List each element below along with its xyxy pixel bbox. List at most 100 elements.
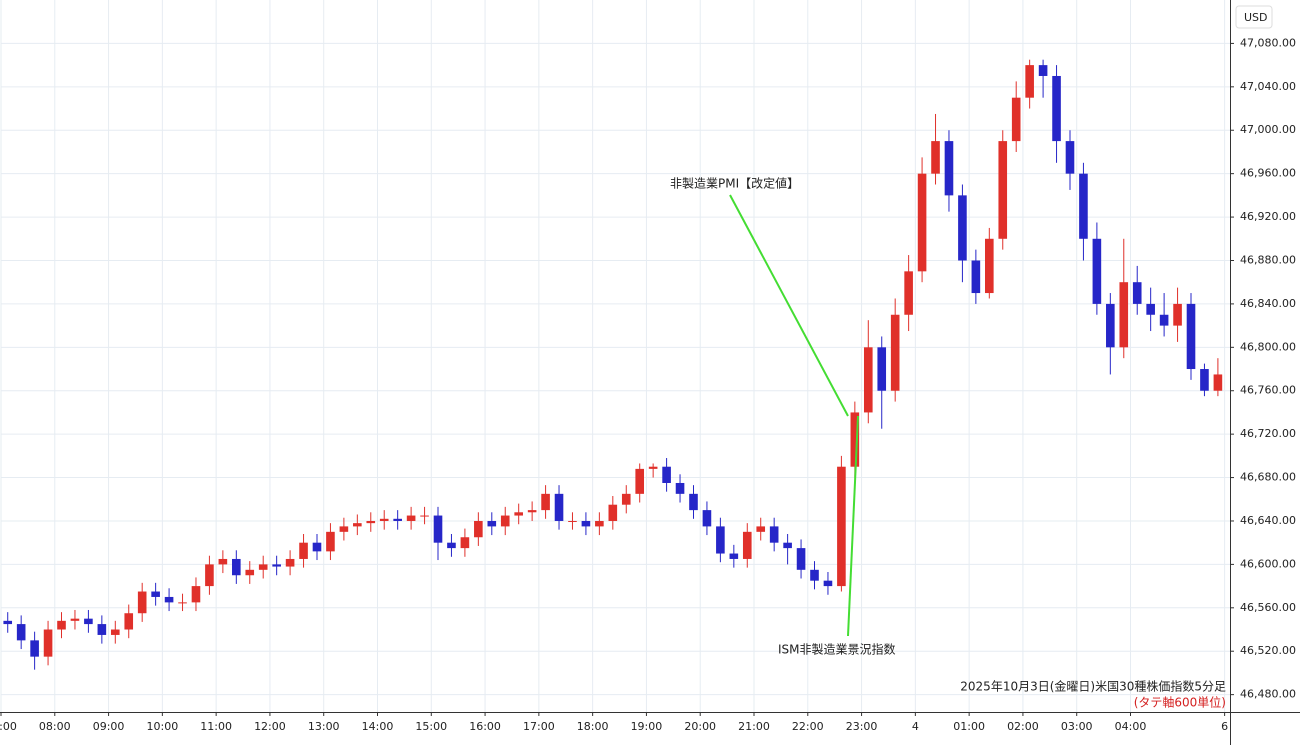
candle-body: [1052, 75, 1061, 142]
candle-body: [205, 564, 214, 587]
candle-body: [971, 260, 981, 294]
y-tick-label: 46,760.00: [1240, 384, 1296, 397]
x-tick-label: 14:00: [362, 720, 394, 733]
candle-body: [1011, 97, 1021, 142]
candle-body: [877, 347, 887, 391]
candle-body: [944, 141, 954, 196]
candle-body: [191, 586, 201, 603]
x-tick-label: 16:00: [469, 720, 501, 733]
candle-body: [500, 515, 510, 527]
y-tick-label: 46,720.00: [1240, 427, 1296, 440]
x-tick-label: 15:00: [415, 720, 447, 733]
candle-body: [232, 558, 241, 576]
x-tick-label: 10:00: [147, 720, 179, 733]
candle-body: [796, 548, 806, 570]
candle-body: [1092, 238, 1102, 304]
candle-body: [245, 569, 255, 576]
candle-body: [742, 531, 752, 559]
candle-body: [581, 520, 591, 527]
grid: [0, 0, 1230, 712]
candle-body: [97, 624, 107, 635]
annotation-line: [729, 194, 849, 417]
candle-body: [541, 493, 550, 511]
candle-body: [1106, 303, 1115, 348]
candle-body: [904, 271, 913, 315]
candle-body: [716, 526, 725, 554]
candle-body: [837, 466, 846, 587]
candle-body: [218, 558, 228, 565]
x-tick-label: 12:00: [254, 720, 286, 733]
candle-body: [1159, 314, 1169, 326]
y-tick-label: 47,000.00: [1240, 123, 1296, 136]
y-tick-label: 46,640.00: [1240, 514, 1296, 527]
note: (タテ軸600単位): [1134, 695, 1226, 710]
candle-body: [1213, 374, 1223, 391]
y-tick-label: 46,680.00: [1240, 471, 1296, 484]
annotation: ISM非製造業景況指数: [778, 642, 896, 657]
candle-body: [30, 640, 39, 657]
candle-body: [124, 613, 134, 630]
candle-body: [958, 195, 967, 261]
candle-body: [326, 531, 335, 552]
annotation: 非製造業PMI【改定値】: [670, 176, 799, 191]
y-tick-label: 46,560.00: [1240, 601, 1296, 614]
x-tick-label: 01:00: [953, 720, 985, 733]
y-axis-panel: [1230, 0, 1300, 745]
currency: USD: [1244, 11, 1268, 24]
candle-body: [70, 618, 80, 621]
candle-body: [689, 493, 698, 511]
candle-body: [675, 482, 685, 494]
candle-body: [178, 602, 187, 604]
candle-body: [1065, 141, 1075, 174]
candle-body: [595, 520, 604, 527]
x-tick-label: 07:00: [0, 720, 17, 733]
candle-body: [648, 466, 658, 469]
candle-body: [635, 468, 645, 494]
candle-body: [554, 493, 564, 521]
candle-body: [514, 512, 523, 516]
candle-body: [756, 526, 766, 532]
candle-body: [850, 412, 860, 467]
candle-body: [527, 510, 537, 513]
candle-body: [1079, 173, 1088, 239]
candle-body: [729, 553, 739, 559]
candle-body: [151, 591, 160, 597]
candle-body: [258, 564, 268, 570]
y-tick-label: 46,880.00: [1240, 253, 1296, 266]
y-tick-label: 47,040.00: [1240, 80, 1296, 93]
x-tick-label: 4: [912, 720, 919, 733]
candle-body: [931, 141, 940, 174]
candle-body: [299, 542, 308, 559]
axes: 46,480.00 46,520.00 46,560.00 46,600.00 46,6…: [0, 36, 1296, 733]
candle-body: [164, 596, 174, 603]
candle-body: [447, 542, 456, 549]
candle-body: [57, 620, 66, 630]
x-tick-label: 11:00: [200, 720, 232, 733]
x-tick-label: 6: [1221, 720, 1228, 733]
candle-body: [43, 629, 53, 657]
candle-body: [1146, 303, 1155, 315]
candle-body: [810, 569, 819, 581]
note: 2025年10月3日(金曜日)米国30種株価指数5分足: [960, 679, 1226, 694]
candle-body: [110, 629, 120, 635]
candle-body: [621, 493, 631, 505]
y-tick-label: 46,920.00: [1240, 210, 1296, 223]
candle-body: [890, 314, 900, 391]
x-tick-label: 03:00: [1061, 720, 1093, 733]
candle-body: [985, 238, 994, 294]
y-tick-label: 46,480.00: [1240, 688, 1296, 701]
candle-body: [487, 520, 497, 527]
x-axis-panel: [0, 713, 1300, 745]
candle-body: [1186, 303, 1196, 370]
candle-body: [474, 520, 483, 538]
y-tick-label: 46,840.00: [1240, 297, 1296, 310]
candle-body: [393, 518, 402, 521]
candle-body: [863, 347, 873, 413]
candle-body: [1025, 65, 1034, 98]
y-tick-label: 46,960.00: [1240, 167, 1296, 180]
candle-body: [16, 624, 26, 641]
x-tick-label: 09:00: [93, 720, 125, 733]
candle-body: [1200, 369, 1209, 391]
candle-body: [312, 542, 322, 552]
